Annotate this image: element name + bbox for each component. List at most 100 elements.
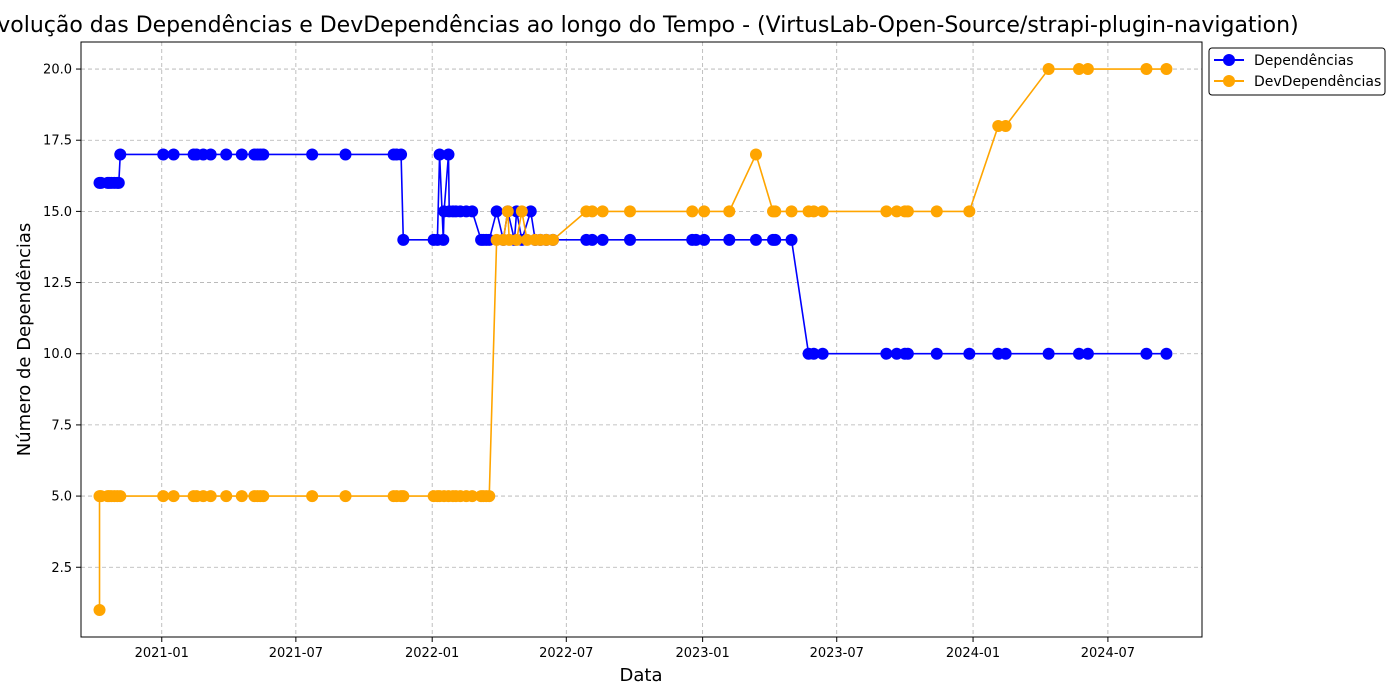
data-point xyxy=(235,148,248,161)
data-point xyxy=(167,148,180,161)
data-point xyxy=(339,148,352,161)
y-tick-label: 10.0 xyxy=(43,347,72,362)
y-tick-label: 17.5 xyxy=(43,134,72,149)
data-point xyxy=(466,490,479,503)
series-devdependencias xyxy=(93,63,1173,616)
y-tick-label: 20.0 xyxy=(43,63,72,78)
data-point xyxy=(501,205,514,218)
legend-label-devdependencias: DevDependências xyxy=(1254,74,1381,90)
data-point xyxy=(596,205,609,218)
data-point xyxy=(1042,347,1055,360)
data-point xyxy=(437,233,450,246)
data-point xyxy=(114,490,127,503)
x-axis: 2021-01 2021-07 2022-01 2022-07 2023-01 2023-… xyxy=(135,637,1135,661)
data-point xyxy=(339,490,352,503)
x-tick-label: 2021-01 xyxy=(135,646,189,661)
data-point xyxy=(785,205,798,218)
data-point xyxy=(1140,347,1153,360)
chart-title: Evolução das Dependências e DevDependênc… xyxy=(0,13,1299,38)
data-point xyxy=(306,490,319,503)
data-point xyxy=(112,176,125,189)
data-point xyxy=(963,205,976,218)
data-point xyxy=(157,148,170,161)
data-point xyxy=(395,148,408,161)
legend: Dependências DevDependências xyxy=(1208,47,1386,96)
data-point xyxy=(1160,347,1173,360)
y-tick-label: 15.0 xyxy=(43,205,72,220)
data-point xyxy=(204,490,217,503)
data-point xyxy=(546,233,559,246)
data-point xyxy=(999,347,1012,360)
data-point xyxy=(586,205,599,218)
data-point xyxy=(596,233,609,246)
series-dependencias xyxy=(93,148,1173,360)
data-point xyxy=(235,490,248,503)
data-point xyxy=(749,148,762,161)
data-point xyxy=(624,205,637,218)
data-point xyxy=(880,205,893,218)
legend-marker-dependencias xyxy=(1223,54,1235,66)
data-point xyxy=(1081,347,1094,360)
legend-marker-devdependencias xyxy=(1223,75,1235,87)
data-point xyxy=(880,347,893,360)
data-point xyxy=(93,603,106,616)
data-point xyxy=(220,490,233,503)
data-point xyxy=(807,205,820,218)
data-point xyxy=(483,490,496,503)
data-point xyxy=(769,233,782,246)
data-point xyxy=(466,205,479,218)
data-point xyxy=(433,148,446,161)
data-point xyxy=(785,233,798,246)
data-point xyxy=(749,233,762,246)
data-point xyxy=(723,233,736,246)
x-tick-label: 2022-07 xyxy=(539,646,593,661)
legend-box xyxy=(1208,47,1386,96)
data-point xyxy=(901,205,914,218)
data-point xyxy=(930,347,943,360)
data-point xyxy=(807,347,820,360)
data-point xyxy=(157,490,170,503)
data-point xyxy=(306,148,319,161)
data-point xyxy=(1073,347,1086,360)
x-tick-label: 2022-01 xyxy=(405,646,459,661)
y-axis-label: Número de Dependências xyxy=(14,223,35,457)
data-point xyxy=(442,148,455,161)
data-point xyxy=(686,205,699,218)
y-tick-label: 2.5 xyxy=(51,561,72,576)
x-tick-label: 2023-07 xyxy=(810,646,864,661)
data-point xyxy=(1042,63,1055,76)
x-tick-label: 2024-07 xyxy=(1081,646,1135,661)
series-layer xyxy=(93,63,1173,616)
data-point xyxy=(220,148,233,161)
data-point xyxy=(1081,63,1094,76)
data-point xyxy=(490,205,503,218)
data-point xyxy=(901,347,914,360)
data-point xyxy=(524,205,537,218)
data-point xyxy=(1160,63,1173,76)
data-point xyxy=(624,233,637,246)
data-point xyxy=(114,148,127,161)
y-axis: 2.5 5.0 7.5 10.0 12.5 15.0 17.5 20.0 xyxy=(43,63,81,576)
x-tick-label: 2023-01 xyxy=(675,646,729,661)
data-point xyxy=(999,119,1012,132)
data-point xyxy=(1140,63,1153,76)
data-point xyxy=(586,233,599,246)
data-point xyxy=(930,205,943,218)
y-tick-label: 7.5 xyxy=(51,418,72,433)
data-point xyxy=(963,347,976,360)
data-point xyxy=(723,205,736,218)
data-point xyxy=(397,233,410,246)
data-point xyxy=(204,148,217,161)
plot-frame xyxy=(80,41,1203,638)
x-tick-label: 2021-07 xyxy=(269,646,323,661)
x-axis-label: Data xyxy=(620,665,663,686)
x-tick-label: 2024-01 xyxy=(946,646,1000,661)
data-point xyxy=(515,205,528,218)
y-tick-label: 12.5 xyxy=(43,276,72,291)
y-tick-label: 5.0 xyxy=(51,490,72,505)
data-point xyxy=(698,233,711,246)
data-point xyxy=(769,205,782,218)
data-point xyxy=(1073,63,1086,76)
